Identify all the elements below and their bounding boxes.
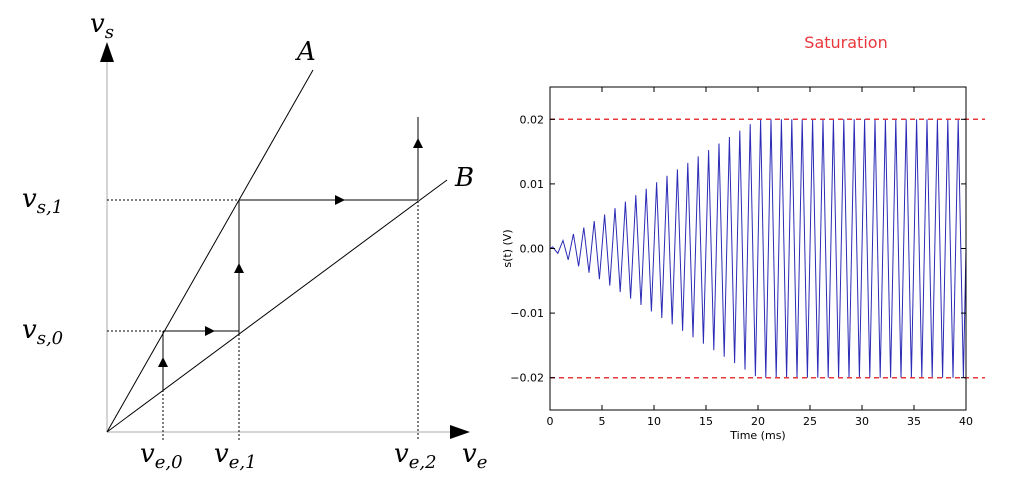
level-label: ve,2: [394, 439, 437, 473]
x-tick-label: 5: [599, 415, 606, 428]
level-label: ve,1: [214, 439, 257, 473]
label-sub: e,0: [155, 452, 183, 473]
x-tick-label: 10: [647, 415, 661, 428]
diagram: [100, 42, 470, 440]
label-sub: e: [477, 452, 488, 473]
diagram-labels: vs ve A B vs,1 vs,0 ve,0 ve,1 ve,2: [22, 9, 487, 473]
y-tick-label: −0.02: [510, 372, 544, 385]
x-tick-label: 30: [855, 415, 869, 428]
label-sub: e,1: [229, 452, 257, 473]
label-base: v: [214, 439, 229, 469]
x-arrow: [450, 425, 470, 439]
x-tick-label: 20: [751, 415, 765, 428]
label-base: v: [462, 439, 477, 469]
staircase: [158, 117, 423, 390]
label-sub: s: [105, 22, 114, 43]
label-sub: s,0: [37, 328, 63, 349]
series-line: [549, 119, 967, 378]
y-axis-label: vs: [90, 9, 114, 43]
level-label: ve,0: [140, 439, 183, 473]
line-a-label: A: [295, 37, 316, 67]
x-tick-label: 40: [959, 415, 973, 428]
y-tick-label: 0.02: [520, 113, 545, 126]
guides: [107, 199, 419, 440]
label-sub: s,1: [37, 197, 63, 218]
y-axis-label: s(t) (V): [501, 229, 514, 267]
x-axis-label: Time (ms): [729, 429, 785, 442]
y-tick-label: 0.01: [520, 178, 545, 191]
label-base: v: [22, 315, 37, 345]
label-base: v: [22, 184, 37, 214]
y-tick-label: −0.01: [510, 307, 544, 320]
line-b-label: B: [454, 163, 474, 193]
label-sub: e,2: [409, 452, 437, 473]
chart-title: Saturation: [804, 33, 887, 52]
label-base: v: [394, 439, 409, 469]
x-tick-label: 35: [907, 415, 921, 428]
level-label: vs,1: [22, 184, 63, 218]
y-arrow: [100, 42, 114, 62]
x-axis-label: ve: [462, 439, 487, 473]
line-a: [106, 69, 314, 433]
y-tick-label: 0.00: [520, 243, 545, 256]
x-tick-label: 15: [699, 415, 713, 428]
label-base: v: [90, 9, 105, 39]
x-tick-label: 0: [547, 415, 554, 428]
level-label: vs,0: [22, 315, 63, 349]
chart: Saturation 0 5 10 15 20 25 30 35 40 0.02 0.01 0.00 −0…: [501, 33, 985, 442]
line-b: [106, 179, 448, 433]
x-tick-label: 25: [803, 415, 817, 428]
label-base: v: [140, 439, 155, 469]
